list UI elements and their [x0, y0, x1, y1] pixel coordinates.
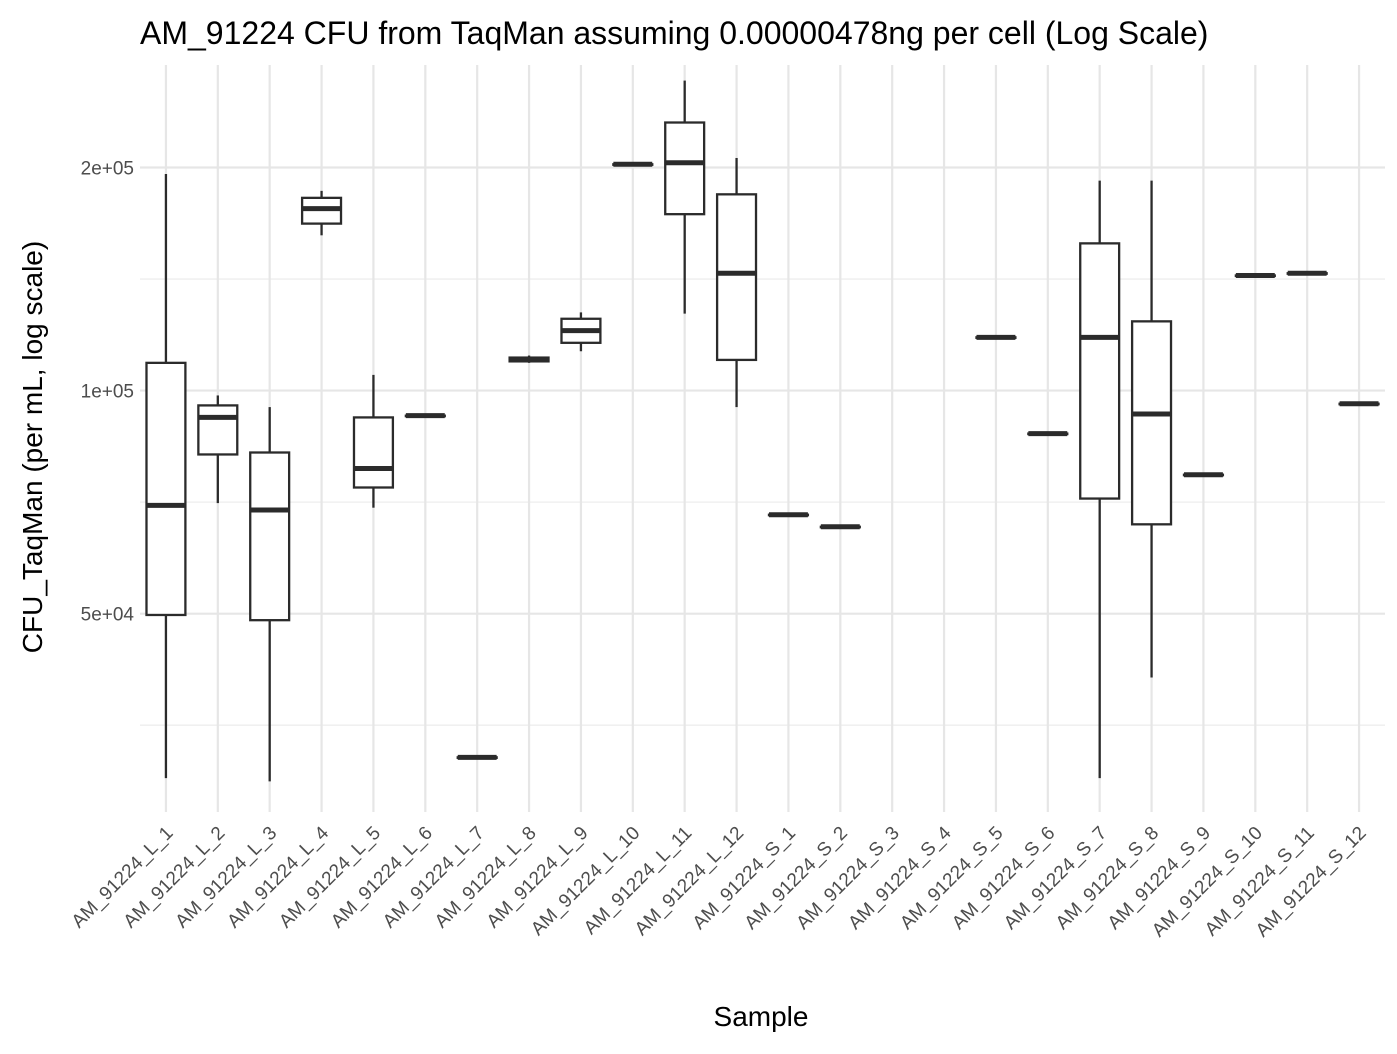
box-AM_91224_L_6 — [404, 413, 446, 419]
box-AM_91224_S_2 — [819, 524, 861, 530]
box-AM_91224_L_7 — [456, 754, 498, 760]
grid-layer — [140, 65, 1385, 812]
y-tick-label: 5e+04 — [81, 605, 135, 626]
y-axis-title: CFU_TaqMan (per mL, log scale) — [17, 241, 48, 653]
y-axis-ticks: 5e+04 1e+05 2e+05 — [81, 158, 135, 625]
box-AM_91224_S_1 — [767, 512, 810, 518]
chart-title: AM_91224 CFU from TaqMan assuming 0.0000… — [140, 15, 1208, 51]
box-AM_91224_S_11 — [1286, 270, 1328, 276]
box-AM_91224_L_12 — [715, 157, 758, 408]
box-AM_91224_S_5 — [975, 334, 1017, 340]
box-AM_91224_L_8 — [508, 355, 550, 363]
box-AM_91224_S_10 — [1234, 272, 1276, 278]
box-AM_91224_S_6 — [1027, 431, 1069, 437]
y-tick-label: 2e+05 — [81, 158, 134, 179]
box-AM_91224_L_4 — [300, 190, 343, 236]
box-AM_91224_L_10 — [612, 161, 654, 167]
x-axis-title: Sample — [714, 1001, 809, 1032]
box-AM_91224_S_8 — [1130, 180, 1173, 678]
box-AM_91224_L_2 — [197, 395, 239, 504]
box-iqr — [352, 416, 395, 489]
box-AM_91224_S_9 — [1182, 472, 1225, 478]
box-iqr — [664, 121, 706, 216]
box-iqr — [715, 193, 758, 362]
box-AM_91224_L_11 — [664, 80, 706, 314]
box-layer — [145, 80, 1380, 782]
box-AM_91224_L_9 — [560, 312, 602, 352]
box-AM_91224_L_5 — [352, 374, 395, 508]
box-AM_91224_L_3 — [249, 407, 291, 782]
y-tick-label: 1e+05 — [81, 382, 134, 403]
box-iqr — [145, 361, 187, 617]
box-iqr — [197, 404, 239, 456]
box-AM_91224_S_12 — [1338, 401, 1380, 407]
box-AM_91224_S_7 — [1079, 180, 1121, 779]
box-iqr — [1079, 242, 1121, 500]
box-AM_91224_L_1 — [145, 173, 187, 779]
box-iqr — [249, 451, 291, 622]
x-axis-ticks: AM_91224_L_1AM_91224_L_2AM_91224_L_3AM_9… — [68, 822, 1371, 941]
box-iqr — [1130, 320, 1173, 526]
